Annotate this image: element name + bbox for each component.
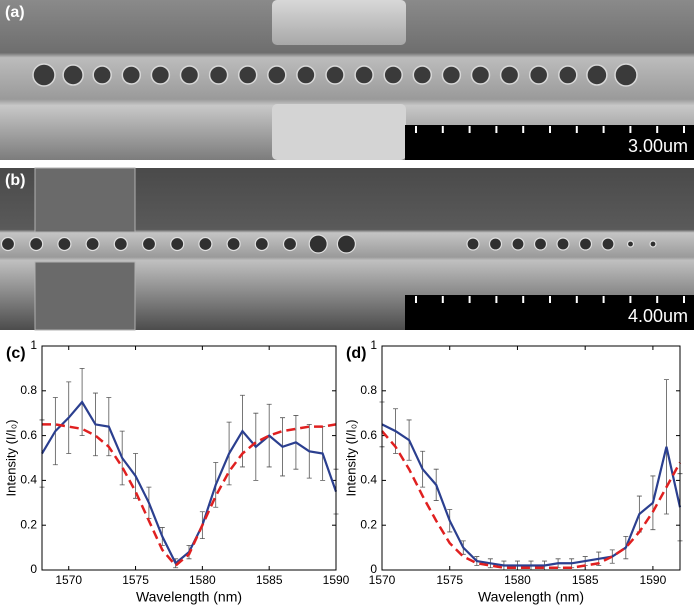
y-tick-label: 0.2 — [360, 517, 377, 531]
hole — [85, 236, 100, 252]
hole — [441, 65, 462, 85]
scale-text: 3.00um — [628, 136, 688, 156]
hole — [614, 63, 638, 87]
plot-area — [42, 346, 336, 570]
fit-line — [381, 430, 682, 570]
y-tick-label: 0.4 — [20, 473, 37, 487]
hole — [29, 236, 44, 252]
hole — [282, 236, 298, 252]
data-line — [381, 423, 682, 567]
y-tick-label: 1 — [30, 338, 37, 352]
plot-frame — [381, 345, 681, 571]
hole — [92, 65, 112, 85]
y-tick-label: 0 — [30, 562, 37, 576]
hole — [383, 65, 403, 85]
hole — [354, 65, 374, 85]
y-tick-label: 0.8 — [20, 383, 37, 397]
hole — [170, 236, 185, 252]
y-axis-label: Intensity (I/I₀) — [3, 420, 18, 497]
y-tick-label: 1 — [370, 338, 377, 352]
x-tick-label: 1580 — [504, 573, 531, 587]
x-tick-label: 1570 — [369, 573, 396, 587]
hole — [141, 236, 157, 252]
panel-label: (d) — [346, 345, 366, 362]
hole — [511, 237, 525, 251]
hole — [226, 236, 241, 252]
hole — [533, 237, 548, 251]
x-tick-label: 1570 — [55, 573, 82, 587]
sem-image-b: (b) 4.00um — [0, 167, 694, 331]
y-tick-label: 0.8 — [360, 383, 377, 397]
hole — [412, 65, 433, 85]
hole — [0, 236, 16, 252]
hole — [578, 237, 593, 251]
hole — [528, 65, 549, 85]
y-axis-label: Intensity (I/I₀) — [343, 420, 358, 497]
x-tick-label: 1590 — [323, 573, 350, 587]
sem-image-a: (a) 3.00um — [0, 0, 694, 160]
hole — [62, 64, 84, 86]
hole — [466, 237, 480, 251]
x-tick-label: 1585 — [256, 573, 283, 587]
y-tick-label: 0 — [370, 562, 377, 576]
y-tick-label: 0.2 — [20, 517, 37, 531]
hole — [649, 240, 657, 248]
hole — [336, 234, 356, 254]
hole — [237, 65, 258, 85]
fit-line — [42, 423, 337, 568]
y-tick-label: 0.6 — [360, 428, 377, 442]
x-tick-label: 1590 — [640, 573, 667, 587]
hole — [198, 236, 213, 252]
hole — [488, 237, 503, 251]
x-tick-label: 1575 — [436, 573, 463, 587]
panel-label: (c) — [6, 345, 26, 362]
hole — [470, 65, 491, 85]
hole — [113, 236, 128, 252]
panel-label: (a) — [5, 4, 25, 21]
hole — [179, 65, 200, 85]
x-tick-label: 1585 — [572, 573, 599, 587]
y-tick-label: 0.6 — [20, 428, 37, 442]
hole — [586, 64, 608, 86]
hole — [150, 65, 171, 85]
hole — [556, 237, 570, 251]
hole — [325, 65, 345, 85]
hole — [32, 63, 56, 87]
hole — [296, 65, 316, 85]
hole — [57, 236, 72, 252]
x-axis-label: Wavelength (nm) — [136, 589, 242, 605]
y-tick-label: 0.4 — [360, 473, 377, 487]
x-tick-label: 1575 — [122, 573, 149, 587]
hole — [558, 65, 578, 85]
hole — [626, 240, 635, 248]
plot-area — [382, 346, 680, 570]
hole — [254, 236, 269, 252]
hole — [267, 65, 287, 85]
x-tick-label: 1580 — [189, 573, 216, 587]
x-axis-label: Wavelength (nm) — [478, 589, 584, 605]
hole — [208, 65, 229, 85]
scale-text: 4.00um — [628, 306, 688, 326]
hole — [308, 234, 328, 254]
hole — [121, 65, 142, 85]
hole — [601, 237, 615, 251]
hole — [499, 65, 520, 85]
plot-frame — [41, 345, 337, 571]
panel-label: (b) — [5, 172, 25, 189]
